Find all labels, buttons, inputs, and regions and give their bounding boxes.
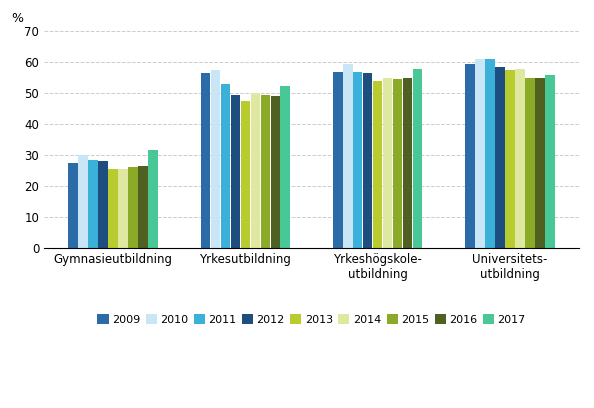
Bar: [383, 78, 393, 248]
Bar: [413, 69, 422, 248]
Bar: [98, 161, 108, 248]
Y-axis label: %: %: [11, 12, 23, 25]
Bar: [495, 67, 505, 248]
Bar: [68, 163, 78, 248]
Bar: [261, 95, 270, 248]
Bar: [485, 59, 495, 248]
Bar: [393, 80, 402, 248]
Bar: [211, 70, 220, 248]
Bar: [343, 64, 352, 248]
Bar: [88, 160, 97, 248]
Bar: [373, 81, 383, 248]
Bar: [230, 95, 240, 248]
Bar: [201, 73, 210, 248]
Legend: 2009, 2010, 2011, 2012, 2013, 2014, 2015, 2016, 2017: 2009, 2010, 2011, 2012, 2013, 2014, 2015…: [97, 314, 526, 325]
Bar: [505, 70, 515, 248]
Bar: [241, 101, 250, 248]
Bar: [148, 151, 157, 248]
Bar: [333, 72, 343, 248]
Bar: [78, 155, 88, 248]
Bar: [108, 169, 118, 248]
Bar: [535, 78, 545, 248]
Bar: [220, 84, 230, 248]
Bar: [118, 169, 128, 248]
Bar: [138, 166, 147, 248]
Bar: [363, 73, 372, 248]
Bar: [251, 93, 260, 248]
Bar: [525, 78, 535, 248]
Bar: [280, 86, 290, 248]
Bar: [545, 75, 555, 248]
Bar: [403, 78, 412, 248]
Bar: [516, 69, 525, 248]
Bar: [466, 64, 475, 248]
Bar: [475, 59, 485, 248]
Bar: [270, 96, 280, 248]
Bar: [353, 72, 362, 248]
Bar: [128, 168, 138, 248]
